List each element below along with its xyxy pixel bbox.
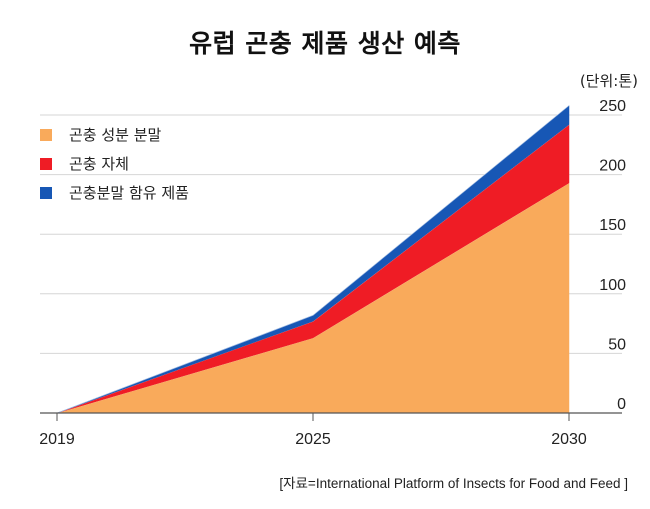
x-tick-label: 2019	[39, 431, 75, 448]
legend-label: 곤충 자체	[69, 155, 129, 173]
chart-legend: 곤충 성분 분말 곤충 자체 곤충분말 함유 제품	[40, 120, 189, 207]
legend-swatch	[40, 186, 52, 199]
legend-swatch	[40, 157, 52, 170]
legend-label: 곤충분말 함유 제품	[69, 184, 189, 202]
y-tick-label: 100	[599, 277, 626, 294]
legend-item: 곤충분말 함유 제품	[40, 178, 189, 207]
legend-item: 곤충 자체	[40, 149, 189, 178]
y-tick-label: 200	[599, 158, 626, 175]
legend-item: 곤충 성분 분말	[40, 120, 189, 149]
unit-label: (단위:톤)	[579, 72, 638, 90]
source-note: [자료=International Platform of Insects fo…	[279, 476, 628, 491]
series-edge	[56, 105, 570, 414]
chart-title: 유럽 곤충 제품 생산 예측	[189, 29, 461, 58]
x-tick-label: 2025	[295, 431, 331, 448]
y-tick-label: 50	[608, 336, 626, 353]
legend-swatch	[40, 128, 52, 141]
x-tick-label: 2030	[551, 431, 587, 448]
y-tick-label: 150	[599, 217, 626, 234]
y-tick-label: 250	[599, 98, 626, 115]
legend-label: 곤충 성분 분말	[69, 126, 162, 144]
y-tick-label: 0	[617, 396, 626, 413]
